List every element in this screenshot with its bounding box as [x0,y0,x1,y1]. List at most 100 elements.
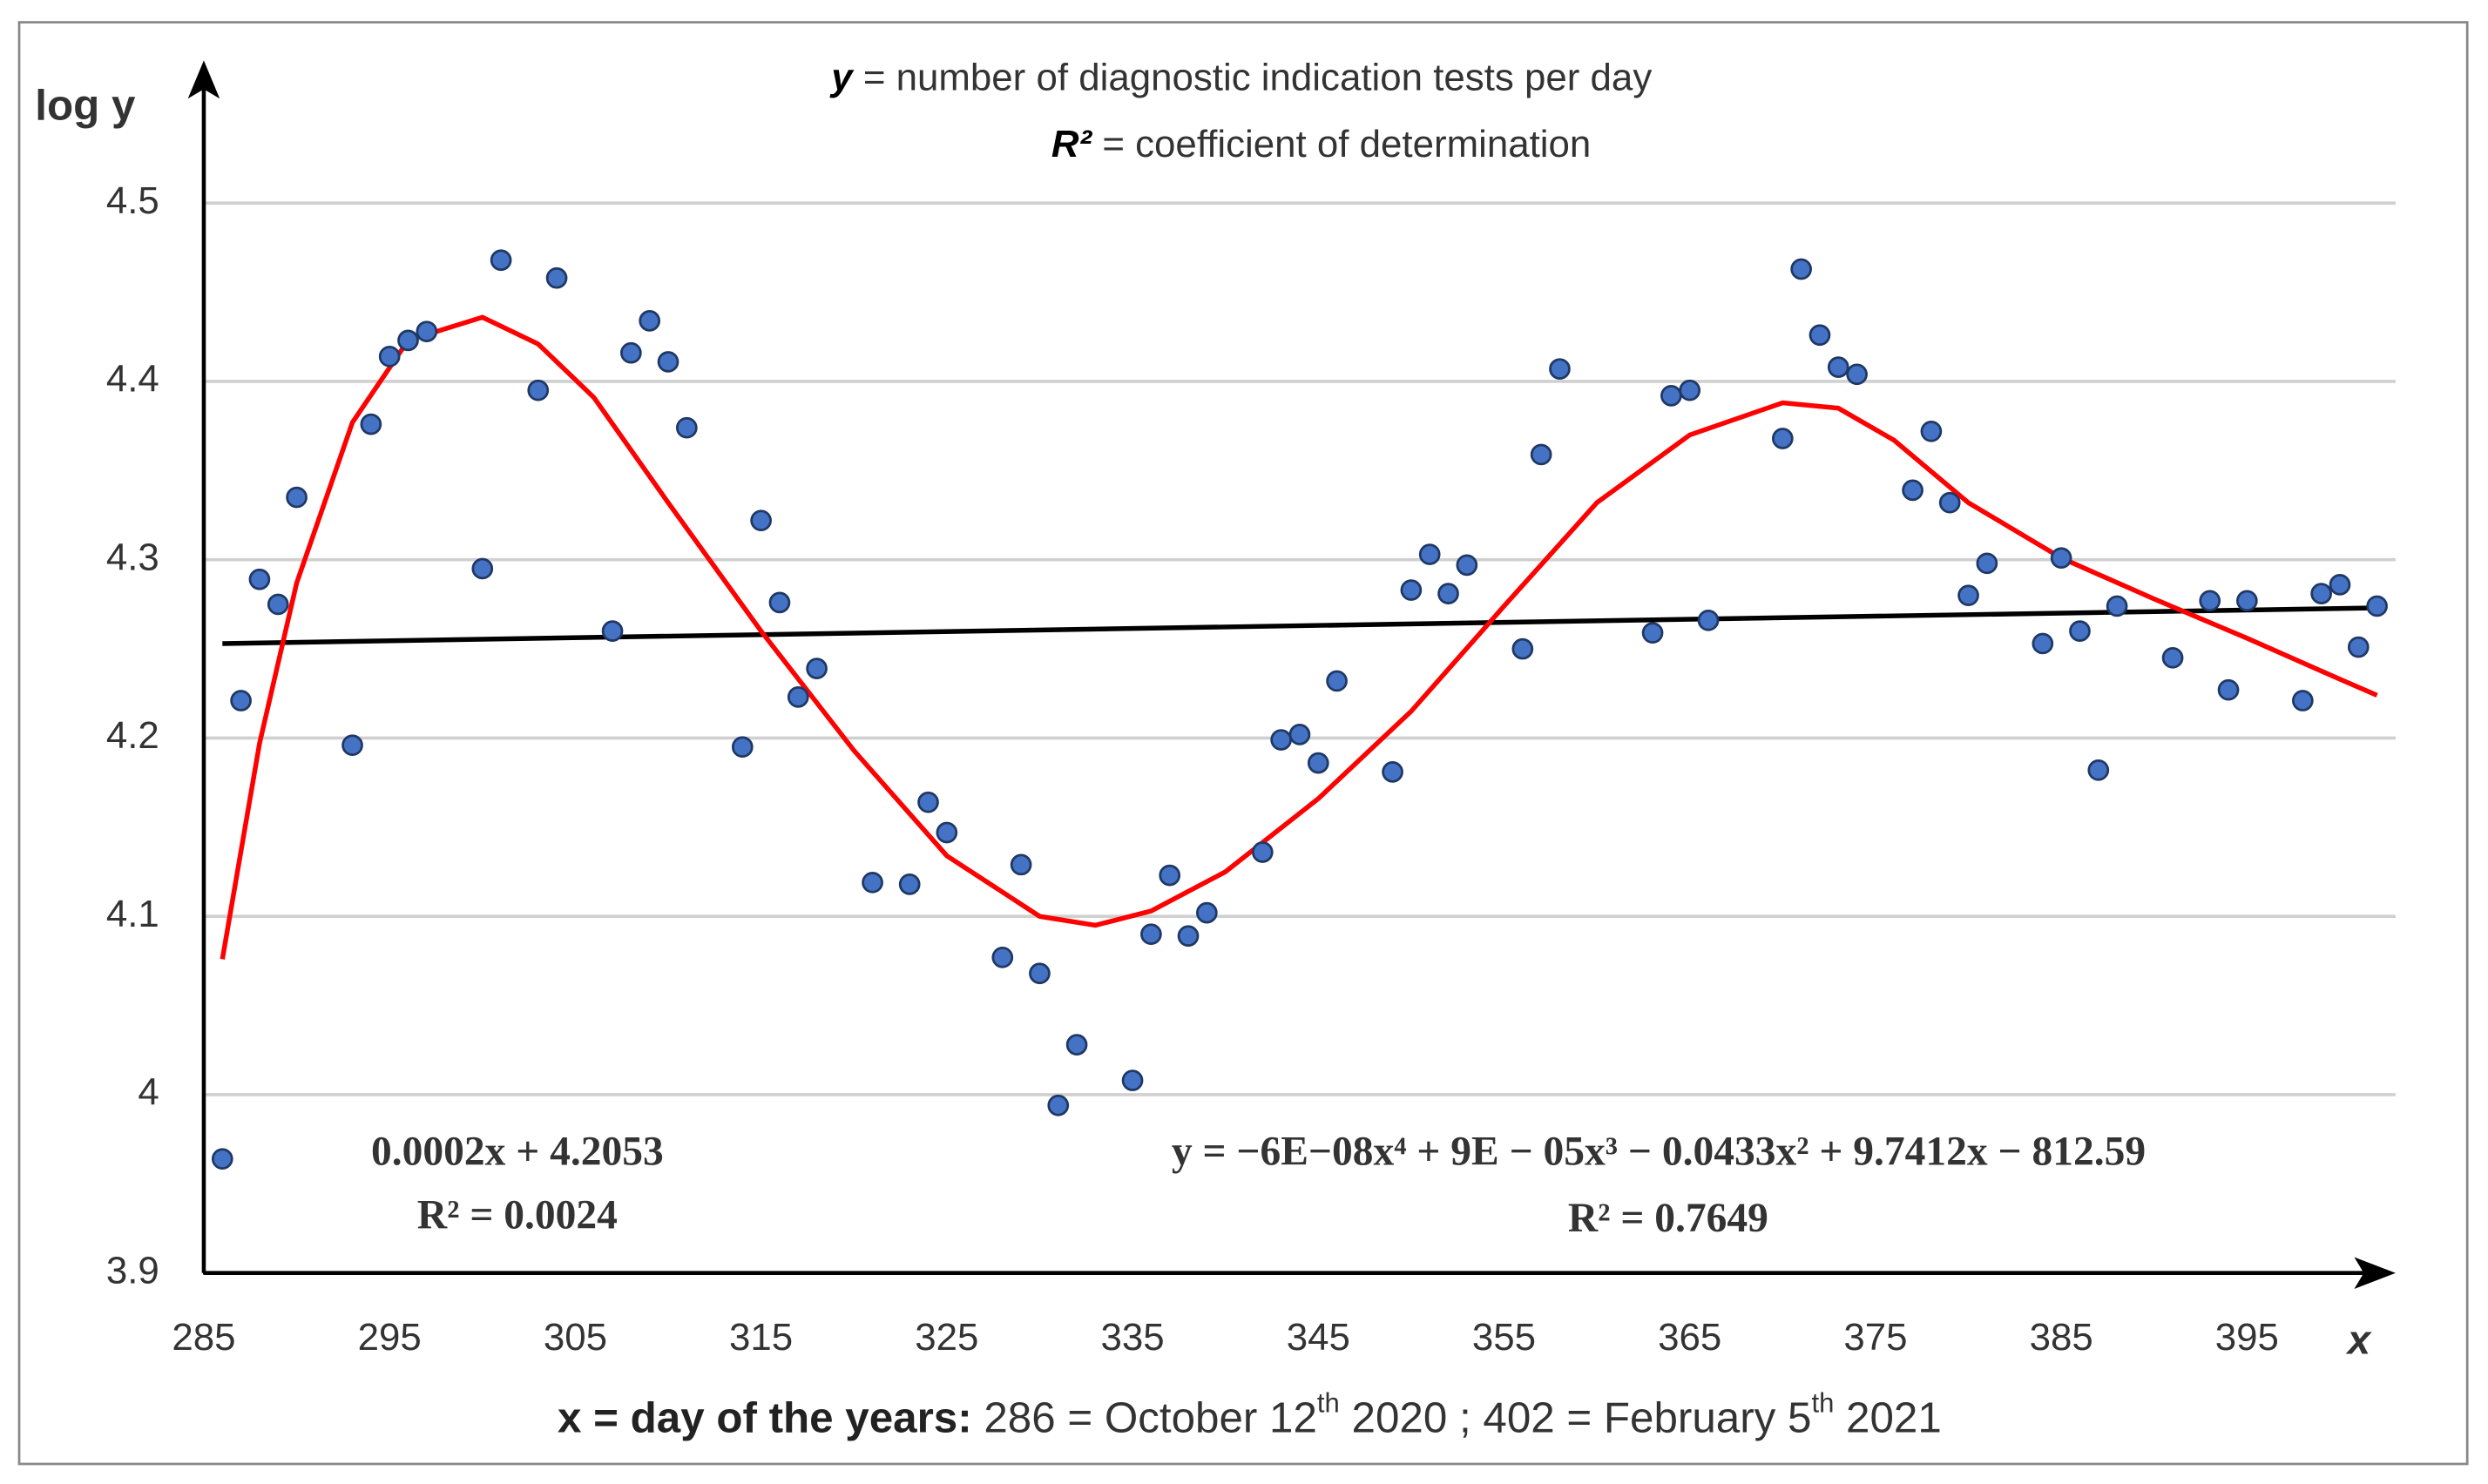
data-point [1177,925,1200,948]
data-point [341,734,363,756]
fit-line [222,605,2377,646]
data-point [750,509,772,532]
data-point [545,266,568,289]
y-tick-label: 3.9 [106,1249,159,1292]
header-var: R² [1051,123,1093,165]
footer-part: 286 = October 12 [972,1394,1317,1442]
data-point [1846,363,1868,386]
x-tick-label: 365 [1658,1316,1721,1359]
data-point [286,486,308,509]
data-point [1902,479,1923,502]
footer-part: 2020 ; 402 = February 5 [1340,1394,1812,1442]
data-point [2292,690,2314,712]
footer-sup: th [1811,1388,1834,1419]
data-point [2106,595,2128,617]
y-axis-label: log y [35,81,136,129]
data-point [991,946,1014,968]
data-point [1121,1069,1144,1091]
plot-area: 3.9 4 4.1 4.2 4.3 4.4 4.5 285 295 305 315 325 335 345… [106,60,2396,1359]
data-point [1270,729,1292,751]
data-point [806,658,828,679]
x-tick-label: 285 [172,1316,235,1359]
data-point [2161,647,2184,669]
footer-sup: th [1317,1388,1340,1419]
axis-arrow [187,60,220,99]
header-line: y = number of diagnostic indication test… [829,56,1652,98]
x-tick-label: 395 [2215,1316,2279,1359]
x-tick-label: 335 [1100,1316,1164,1359]
x-tick-label: 315 [729,1316,793,1359]
data-point [2329,574,2351,596]
data-point [862,871,883,894]
x-tick-label: 355 [1472,1316,1536,1359]
data-point [1530,443,1552,466]
annotation: y = −6E−08x⁴ + 9E − 05x³ − 0.0433x² + 9.… [1172,1129,2146,1174]
data-point [1920,420,1943,442]
fit-line [220,314,2378,960]
y-tick-label: 4.4 [106,358,159,401]
data-point [2217,678,2240,701]
data-point [1196,901,1218,924]
data-point [2087,759,2110,781]
data-point [1697,610,1720,631]
data-point [1938,491,1961,514]
x-tick-label: 295 [358,1316,422,1359]
y-tick-label: 4.2 [106,714,159,757]
x-tick-label: 305 [544,1316,607,1359]
data-point [1809,324,1831,347]
header-var: y [829,56,855,98]
header-text: = coefficient of determination [1092,123,1591,165]
frame [17,21,2469,1466]
data-point [211,1148,233,1170]
data-point [360,413,382,435]
data-point [1065,1034,1088,1056]
data-point [527,379,550,401]
data-point [917,791,939,813]
header-line: R² = coefficient of determination [1051,123,1591,165]
data-point [936,821,958,844]
data-point [1549,358,1571,380]
annotation: R² = 0.0024 [417,1193,618,1238]
data-point [416,320,438,342]
y-tick-label: 4 [138,1071,159,1114]
y-tick-label: 4.5 [106,179,159,222]
data-point [230,690,252,712]
data-point [1288,724,1311,745]
data-point [1047,1094,1070,1116]
data-point [1418,543,1441,565]
data-point [601,620,624,642]
footer-part: 2021 [1834,1394,1941,1442]
data-point [731,736,754,759]
data-point [768,591,791,614]
data-point [1400,579,1423,601]
data-point [1029,962,1051,985]
x-tick-label: 345 [1287,1316,1350,1359]
data-point [1326,670,1348,692]
data-point [2032,632,2054,655]
data-point [620,341,642,364]
data-point [657,351,679,373]
annotation: R² = 0.7649 [1568,1196,1768,1241]
data-point [1790,258,1812,280]
data-point [787,686,809,708]
data-point [1140,923,1162,946]
y-tick-label: 4.3 [106,536,159,578]
y-tick-label: 4.1 [106,893,159,935]
data-point [1827,356,1849,378]
axis-arrow [2354,1257,2396,1289]
data-point [2236,590,2258,612]
x-tick-label: 385 [2030,1316,2093,1359]
data-point [248,568,271,590]
data-point [397,329,419,352]
data-point [378,345,401,368]
data-point [2199,590,2221,612]
data-point [267,593,289,616]
data-point [675,416,698,439]
data-point [1437,583,1459,604]
data-point [2347,636,2370,658]
data-point [1251,841,1274,863]
data-point [1641,622,1664,644]
data-point [1976,552,1998,575]
data-point [1511,637,1534,660]
